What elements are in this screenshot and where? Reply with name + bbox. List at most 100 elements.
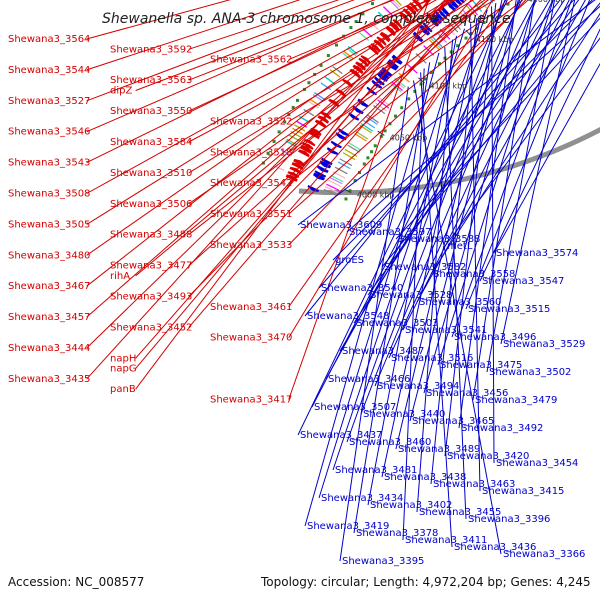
tick-mark	[343, 188, 352, 194]
reverse-leader-line	[325, 0, 536, 380]
forward-gene	[399, 11, 410, 22]
reverse-cog-block	[337, 161, 351, 170]
reverse-gene-label: Shewana3_3597	[349, 227, 431, 238]
forward-gene-label: Shewana3_3467	[8, 281, 90, 292]
reverse-gene	[348, 112, 360, 121]
reverse-leader-line	[395, 0, 503, 450]
reverse-leader-line	[388, 0, 554, 359]
reverse-leader-line	[444, 37, 600, 247]
forward-leader-line	[135, 0, 430, 390]
reverse-leader-line	[374, 0, 537, 387]
reverse-leader-line	[304, 52, 440, 527]
gc-skew-mark	[291, 105, 295, 109]
forward-gene-label: Shewana3_3546	[8, 127, 90, 138]
reverse-cog-block	[332, 171, 346, 179]
forward-gene-label: rihA	[110, 271, 130, 282]
reverse-cog-block	[428, 39, 440, 51]
forward-gene-label: Shewana3_3542	[210, 178, 292, 189]
reverse-cog-block	[334, 166, 348, 175]
gc-content-mark	[373, 144, 377, 148]
forward-leader-line	[86, 0, 301, 71]
reverse-gene-label: Shewana3_3528	[370, 290, 452, 301]
forward-gene-label: Shewana3_3563	[110, 75, 192, 86]
reverse-gene-label: Shewana3_3456	[426, 388, 508, 399]
reverse-gene-label: Shewana3_3419	[307, 521, 389, 532]
forward-leader-line	[135, 0, 376, 91]
reverse-gene-label: Shewana3_3582	[384, 262, 466, 273]
reverse-gene-label: Shewana3_3420	[447, 451, 529, 462]
reverse-cog-block	[378, 97, 391, 107]
forward-gene-label: Shewana3_3550	[110, 106, 192, 117]
reverse-leader-line	[381, 14, 482, 478]
reverse-leader-line	[409, 0, 519, 422]
forward-cog-block	[324, 76, 336, 85]
forward-leader-line	[135, 0, 467, 277]
gc-content-mark	[362, 162, 366, 166]
reverse-leader-line	[367, 35, 458, 506]
reverse-leader-line	[311, 0, 523, 408]
reverse-gene	[412, 31, 424, 43]
gc-skew-mark	[307, 81, 311, 85]
tick-label: 4000 kbp	[357, 190, 395, 199]
reverse-leader-line	[493, 62, 600, 254]
reverse-leader-line	[346, 0, 506, 443]
forward-leader-line	[86, 0, 393, 133]
forward-cog-block	[313, 92, 325, 100]
gc-content-mark	[366, 156, 370, 160]
tick-label: 4100 kbp	[430, 82, 468, 91]
reverse-gene-label: Shewana3_3440	[363, 409, 445, 420]
forward-gene-label: Shewana3_3533	[210, 240, 292, 251]
reverse-gene-label: Shewana3_3492	[461, 423, 543, 434]
tick-mark	[465, 29, 472, 37]
forward-cog-block	[342, 52, 353, 62]
reverse-cog-block	[342, 152, 356, 161]
forward-cog-block	[332, 65, 343, 75]
forward-cog-block	[382, 6, 393, 16]
forward-gene-label: Shewana3_3508	[8, 189, 90, 200]
gc-skew-mark	[349, 26, 353, 30]
forward-gene-label: panB	[110, 384, 136, 395]
reverse-cog-block	[431, 36, 443, 48]
reverse-leader-line	[412, 80, 502, 555]
reverse-cog-block	[323, 188, 337, 196]
gc-content-mark	[413, 89, 417, 93]
reverse-gene-label: Shewana3_3479	[475, 395, 557, 406]
forward-gene	[314, 119, 327, 129]
topology-text: Topology: circular; Length: 4,972,204 bp…	[260, 575, 591, 589]
reverse-gene-label: Shewana3_3415	[482, 486, 564, 497]
forward-leader-line	[188, 0, 472, 328]
reverse-gene-label: Shewana3_3515	[468, 304, 550, 315]
gc-content-mark	[429, 70, 433, 74]
forward-leader-line	[288, 0, 507, 308]
forward-gene-label: Shewana3_3435	[8, 374, 90, 385]
reverse-gene-label: Shewana3_3366	[503, 549, 585, 560]
forward-leader-line	[86, 0, 231, 40]
reverse-gene-label: Shewana3_3434	[321, 493, 403, 504]
forward-cog-block	[285, 140, 297, 148]
reverse-leader-line	[465, 0, 591, 310]
reverse-gene-label: groES	[335, 255, 364, 266]
reverse-leader-line	[297, 0, 508, 436]
forward-gene-label: napH	[110, 353, 136, 364]
gc-skew-mark	[295, 98, 299, 102]
tick-label: 4050 kbp	[390, 134, 428, 143]
gc-content-mark	[348, 189, 352, 193]
forward-cog-block	[292, 127, 304, 135]
reverse-gene-label: Shewana3_3411	[405, 535, 487, 546]
reverse-leader-line	[360, 0, 521, 415]
reverse-gene-label: Shewana3_3463	[433, 479, 515, 490]
reverse-gene-label: Shewana3_3466	[328, 374, 410, 385]
reverse-gene-label: Shewana3_3481	[335, 465, 417, 476]
reverse-gene-label: Shewana3_3516	[391, 353, 473, 364]
reverse-gene	[314, 170, 327, 178]
reverse-gene-label: Shewana3_3541	[405, 325, 487, 336]
reverse-gene-label: Shewana3_3507	[314, 402, 396, 413]
reverse-cog-block	[466, 5, 477, 17]
reverse-leader-line	[437, 0, 554, 366]
reverse-leader-line	[470, 23, 481, 492]
forward-gene	[409, 2, 419, 13]
reverse-leader-line	[444, 47, 467, 520]
reverse-leader-line	[451, 0, 573, 338]
forward-gene-label: Shewana3_3562	[210, 55, 292, 66]
